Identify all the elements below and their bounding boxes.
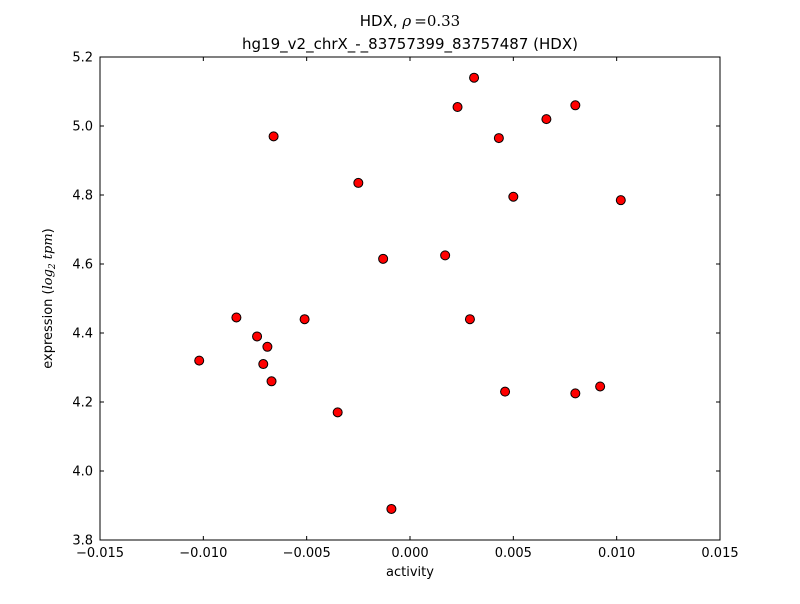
scatter-point: [493, 133, 504, 144]
scatter-point: [299, 314, 310, 325]
scatter-point: [258, 359, 269, 370]
scatter-point: [615, 195, 626, 206]
y-tick-label: 5.0: [72, 120, 93, 135]
scatter-point: [378, 253, 389, 264]
x-tick-label: 0.000: [391, 546, 428, 561]
scatter-point: [194, 355, 205, 366]
scatter-point: [452, 102, 463, 113]
scatter-point: [386, 503, 397, 514]
scatter-point: [440, 250, 451, 261]
y-tick-label: 5.2: [72, 51, 93, 66]
axes-frame: [99, 56, 721, 541]
scatter-point: [353, 177, 364, 188]
y-tick-label: 4.2: [72, 396, 93, 411]
scatter-point: [541, 114, 552, 125]
chart-subtitle: hg19_v2_chrX_-_83757399_83757487 (HDX): [242, 35, 578, 54]
scatter-point: [570, 388, 581, 399]
chart-title: HDX, ρ =0.33: [360, 12, 460, 30]
y-tick-label: 4.0: [72, 465, 93, 480]
y-tick-label: 3.8: [72, 534, 93, 549]
scatter-point: [464, 314, 475, 325]
x-tick-label: −0.005: [283, 546, 331, 561]
x-axis-label: activity: [386, 565, 434, 580]
y-tick-label: 4.4: [72, 327, 93, 342]
scatter-point: [231, 312, 242, 323]
scatter-point: [500, 386, 511, 397]
scatter-point: [570, 100, 581, 111]
scatter-point: [595, 381, 606, 392]
scatter-point: [262, 341, 273, 352]
x-tick-label: −0.015: [76, 546, 124, 561]
y-tick-label: 4.6: [72, 258, 93, 273]
scatter-point: [508, 191, 519, 202]
rho-symbol: ρ: [401, 12, 411, 30]
rho-value: =0.33: [414, 12, 460, 30]
scatter-point: [266, 376, 277, 387]
scatter-point: [268, 131, 279, 142]
x-tick-label: −0.010: [179, 546, 227, 561]
chart-title-prefix: HDX,: [360, 12, 403, 30]
x-tick-label: 0.005: [495, 546, 532, 561]
x-tick-label: 0.015: [701, 546, 738, 561]
y-axis-label: expression (log2 tpm): [41, 228, 58, 368]
x-tick-label: 0.010: [598, 546, 635, 561]
scatter-point: [252, 331, 263, 342]
scatter-point: [332, 407, 343, 418]
scatter-point: [469, 72, 480, 83]
y-tick-label: 4.8: [72, 189, 93, 204]
